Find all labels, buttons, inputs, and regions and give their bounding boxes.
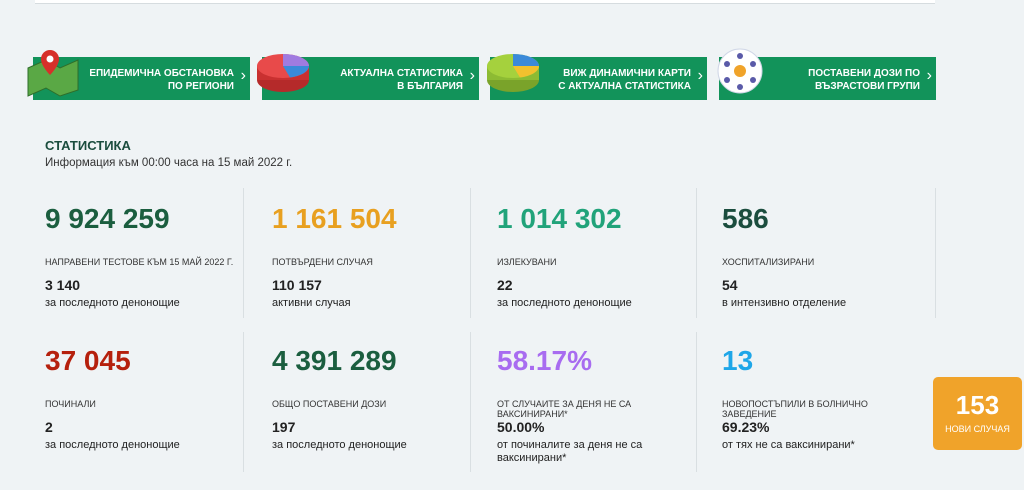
stat-value: 58.17% xyxy=(497,345,592,376)
section-title: СТАТИСТИКА xyxy=(45,138,131,153)
stat-detail-label: за последното денонощие xyxy=(45,297,180,309)
badge-value: 153 xyxy=(955,390,1000,420)
divider xyxy=(243,332,244,472)
stat-label: ХОСПИТАЛИЗИРАНИ xyxy=(722,257,815,267)
divider xyxy=(243,188,244,318)
stat-detail-label: в интензивно отделение xyxy=(722,297,847,309)
section-subtitle: Информация към 00:00 часа на 15 май 2022… xyxy=(45,157,293,169)
stat-detail-value: 2 xyxy=(45,419,53,435)
pie-icon xyxy=(257,54,309,92)
nav-line: В БЪЛГАРИЯ xyxy=(397,81,463,92)
nav-line: ПОСТАВЕНИ ДОЗИ ПО xyxy=(808,68,920,79)
stat-detail-label: за последното денонощие xyxy=(272,439,407,451)
pie-icon xyxy=(487,54,539,92)
stat-label: ОБЩО ПОСТАВЕНИ ДОЗИ xyxy=(272,399,387,409)
stat-detail-label: за последното денонощие xyxy=(45,439,180,451)
nav-line: ВИЖ ДИНАМИЧНИ КАРТИ xyxy=(563,68,691,79)
stat-label: НОВОПОСТЪПИЛИ В БОЛНИЧНО ЗАВЕДЕНИЕ xyxy=(722,399,868,419)
stat-detail-label: за последното денонощие xyxy=(497,297,632,309)
stat-value: 586 xyxy=(722,203,769,234)
new-cases-badge[interactable]: 153 НОВИ СЛУЧАЯ xyxy=(933,377,1022,450)
nav-line: ПО РЕГИОНИ xyxy=(167,81,234,92)
nav-line: С АКТУАЛНА СТАТИСТИКА xyxy=(558,81,691,92)
nav-line: ЕПИДЕМИЧНА ОБСТАНОВКА xyxy=(89,68,234,79)
stat-detail-value: 69.23% xyxy=(722,419,770,435)
chevron: › xyxy=(240,67,246,84)
logo-icon xyxy=(717,48,763,94)
stat-detail-value: 50.00% xyxy=(497,419,545,435)
stat-detail-label: активни случая xyxy=(272,297,351,309)
stat-detail-value: 54 xyxy=(722,277,738,293)
divider xyxy=(935,188,936,318)
divider xyxy=(470,188,471,318)
nav-line: АКТУАЛНА СТАТИСТИКА xyxy=(340,68,463,79)
badge-label: НОВИ СЛУЧАЯ xyxy=(945,424,1010,434)
stat-detail-value: 22 xyxy=(497,277,513,293)
stat-label: НАПРАВЕНИ ТЕСТОВЕ КЪМ 15 МАЙ 2022 Г. xyxy=(45,257,234,267)
stat-value: 1 161 504 xyxy=(272,203,397,234)
stat-value: 9 924 259 xyxy=(45,203,170,234)
divider xyxy=(696,188,697,318)
stat-value: 4 391 289 xyxy=(272,345,397,376)
stat-detail-value: 197 xyxy=(272,419,296,435)
stat-label: ОТ СЛУЧАИТЕ ЗА ДЕНЯ НЕ СА ВАКСИНИРАНИ* xyxy=(497,399,632,419)
stat-detail-label: от починалите за деня не са ваксинирани* xyxy=(497,439,643,464)
stat-label: ИЗЛЕКУВАНИ xyxy=(497,257,557,267)
divider xyxy=(696,332,697,472)
chevron: › xyxy=(469,67,475,84)
stat-detail-label: от тях не са ваксинирани* xyxy=(722,439,855,451)
chevron: › xyxy=(926,67,932,84)
stat-detail-value: 3 140 xyxy=(45,277,81,293)
map-icon xyxy=(27,50,79,97)
stat-detail-value: 110 157 xyxy=(272,277,322,293)
top-bar xyxy=(35,0,935,4)
stat-value: 37 045 xyxy=(45,345,131,376)
divider xyxy=(470,332,471,472)
chevron: › xyxy=(697,67,703,84)
stat-label: ПОЧИНАЛИ xyxy=(45,399,96,409)
stat-label: ПОТВЪРДЕНИ СЛУЧАЯ xyxy=(272,257,373,267)
stat-value: 13 xyxy=(722,345,754,376)
nav-line: ВЪЗРАСТОВИ ГРУПИ xyxy=(814,81,920,92)
stat-value: 1 014 302 xyxy=(497,203,622,234)
